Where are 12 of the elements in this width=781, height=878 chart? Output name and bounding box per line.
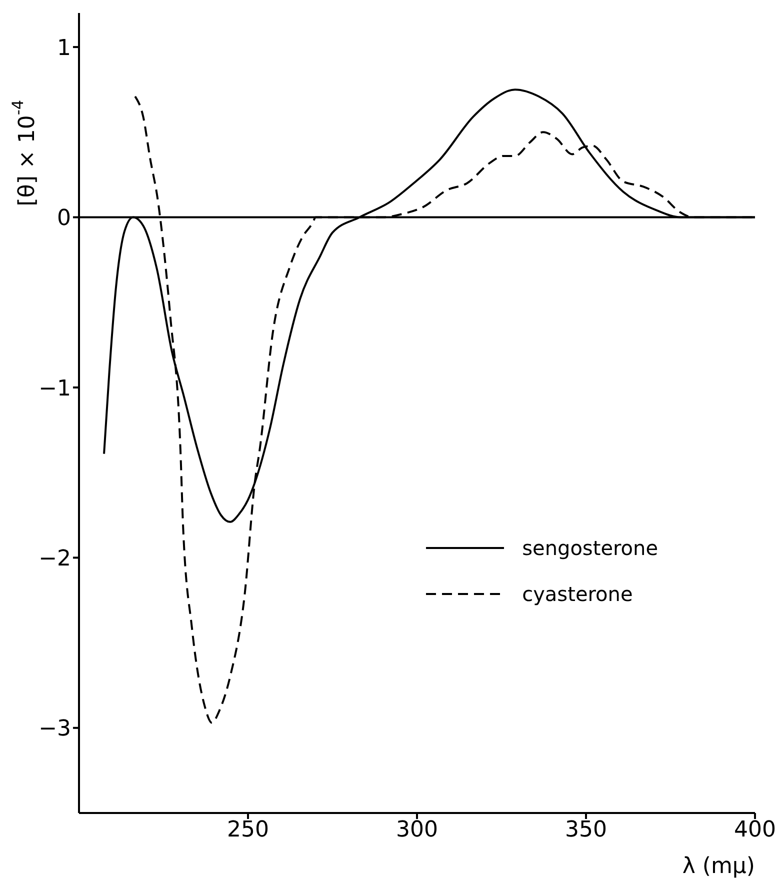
legend-label: cyasterone <box>522 582 633 606</box>
x-tick-label: 400 <box>734 818 776 843</box>
x-axis-title: λ (mμ) <box>682 854 755 878</box>
y-tick-label: −2 <box>38 546 71 572</box>
x-tick-label: 250 <box>227 818 269 843</box>
y-tick-label: 0 <box>57 206 71 232</box>
y-tick-label: 1 <box>57 36 71 61</box>
x-tick-label: 300 <box>396 818 438 843</box>
legend-label: sengosterone <box>522 536 658 560</box>
y-tick-label: −3 <box>38 716 71 742</box>
y-tick-label: −1 <box>38 376 71 402</box>
x-tick-label: 350 <box>565 818 607 843</box>
